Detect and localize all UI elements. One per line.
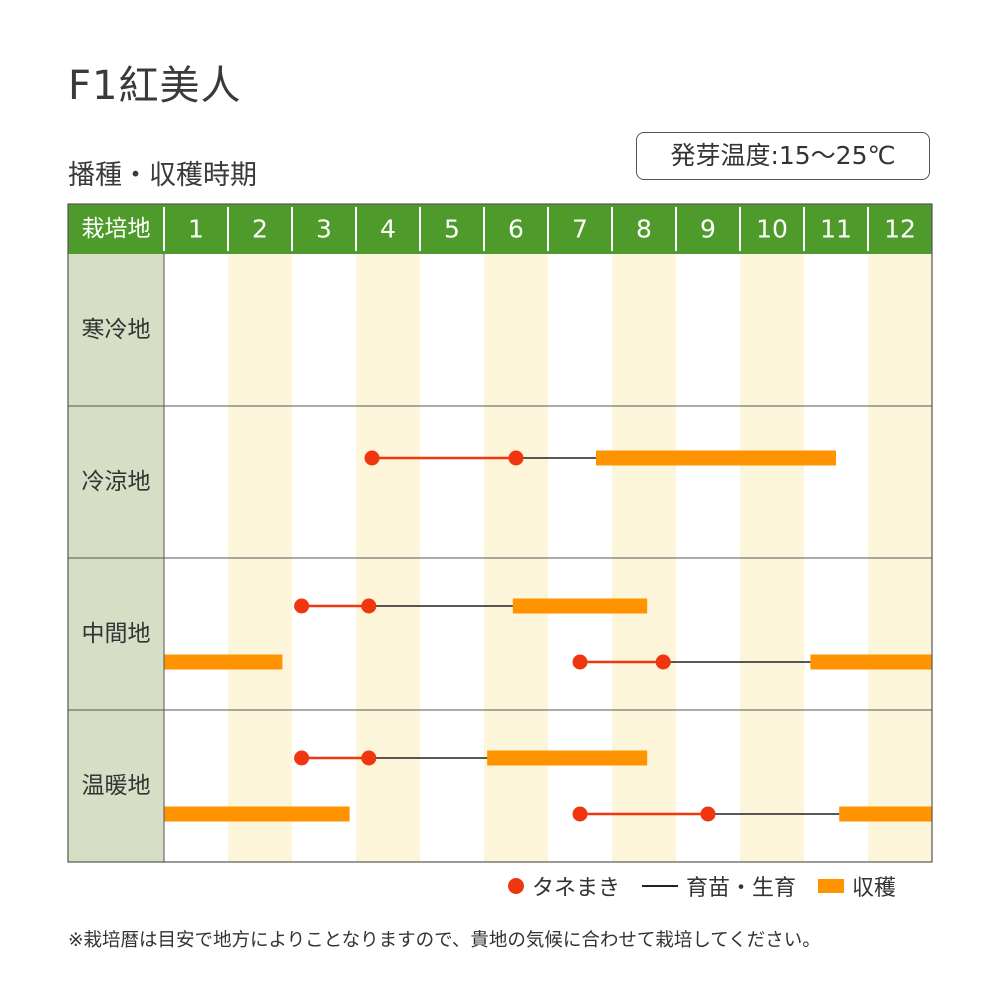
sowing-dot <box>361 750 377 766</box>
sowing-dot <box>294 750 310 766</box>
header-corner-label: 栽培地 <box>82 216 151 242</box>
month-label: 11 <box>820 215 852 244</box>
month-label: 6 <box>508 215 524 244</box>
sowing-dot <box>572 654 588 670</box>
harvest-bar <box>839 806 932 822</box>
page-title: F1紅美人 <box>68 63 242 109</box>
legend-harvest-label: 収穫 <box>852 876 897 901</box>
germination-temp-badge: 発芽温度:15〜25℃ <box>636 132 930 180</box>
region-label: 冷涼地 <box>82 469 151 495</box>
chart-border <box>67 203 933 863</box>
harvest-bar <box>164 806 350 822</box>
sowing-dot <box>572 806 588 822</box>
region-label: 温暖地 <box>82 773 151 799</box>
legend-nursery-label: 育苗・生育 <box>686 876 797 901</box>
month-label: 9 <box>700 215 716 244</box>
legend-nursery: 育苗・生育 <box>642 870 796 902</box>
footnote: ※栽培暦は目安で地方によりことなりますので、貴地の気候に合わせて栽培してください… <box>68 930 821 951</box>
month-label: 10 <box>756 215 788 244</box>
sowing-dot <box>294 598 310 614</box>
harvest-bar <box>810 654 932 670</box>
month-label: 1 <box>188 215 204 244</box>
legend-sowing-label: タネまき <box>532 876 621 901</box>
month-label: 5 <box>444 215 460 244</box>
legend: タネまき 育苗・生育 収穫 <box>508 868 896 904</box>
harvest-bar <box>512 598 648 614</box>
harvest-bar <box>487 750 648 766</box>
legend-sowing: タネまき <box>508 870 620 902</box>
sowing-dot <box>508 450 524 466</box>
harvest-bar <box>164 654 283 670</box>
month-label: 7 <box>572 215 588 244</box>
chart-subtitle: 播種・収穫時期 <box>68 160 257 191</box>
sowing-dot <box>361 598 377 614</box>
sowing-dot <box>700 806 716 822</box>
sowing-dot-icon <box>508 878 524 894</box>
harvest-bar <box>596 450 836 466</box>
month-label: 3 <box>316 215 332 244</box>
nursery-line-icon <box>642 885 679 887</box>
header-row-bg <box>68 204 932 254</box>
legend-harvest: 収穫 <box>818 870 896 902</box>
month-label: 12 <box>884 215 916 244</box>
month-label: 2 <box>252 215 268 244</box>
sowing-dot <box>655 654 671 670</box>
harvest-bar-icon <box>818 879 845 893</box>
month-label: 8 <box>636 215 652 244</box>
sowing-dot <box>364 450 380 466</box>
region-label: 中間地 <box>82 621 151 647</box>
month-label: 4 <box>380 215 396 244</box>
region-label: 寒冷地 <box>82 317 151 343</box>
